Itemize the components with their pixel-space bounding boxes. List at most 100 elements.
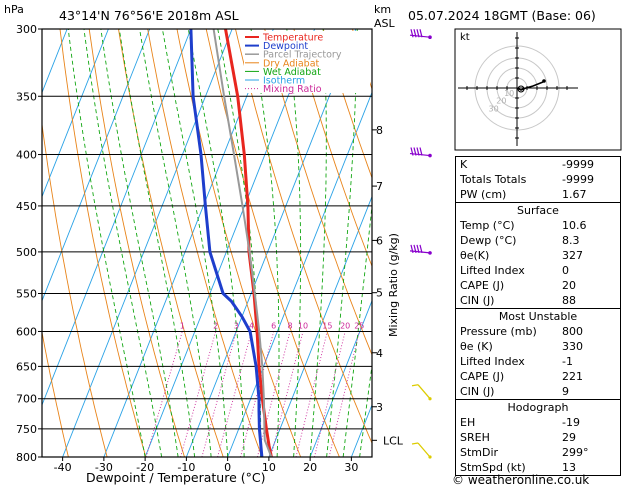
index-label: Lifted Index	[460, 264, 525, 277]
index-value: -19	[562, 416, 580, 429]
isotherm-line	[185, 29, 357, 457]
isotherm-line	[62, 29, 233, 457]
barb-flag	[410, 244, 414, 254]
index-value: 29	[562, 431, 576, 444]
storm-motion-marker	[517, 85, 525, 93]
index-value: -9999	[562, 173, 594, 186]
index-value: 9	[562, 385, 569, 398]
wind-barb-icon	[411, 442, 432, 459]
mixing-ratio-label: 15	[322, 321, 332, 330]
index-label: CIN (J)	[460, 385, 495, 398]
km-tick-label: 5	[376, 287, 383, 300]
barb-flag	[413, 147, 417, 156]
mixing-ratio-label: 4	[249, 321, 254, 330]
legend-label: Temperature	[262, 33, 323, 44]
km-tick-label: 3	[376, 401, 383, 414]
mixing-ratio-line	[145, 331, 183, 457]
wet-adiabat-line	[100, 29, 179, 457]
dry-adiabat-line	[42, 330, 69, 457]
barb-shaft	[409, 250, 431, 254]
dry-adiabat-line	[59, 29, 147, 457]
plot-frame	[41, 28, 373, 458]
y-tick-label: 450	[16, 200, 37, 213]
mixing-ratio-label: 20	[340, 321, 350, 330]
index-label: Lifted Index	[460, 355, 525, 368]
index-label: Temp (°C)	[460, 219, 515, 232]
index-value: 88	[562, 294, 576, 307]
y-tick-label: 750	[16, 423, 37, 436]
barb-flag	[411, 384, 419, 387]
mixing-ratio-line	[217, 331, 252, 457]
isotherm-line	[144, 29, 316, 457]
location-title: 43°14'N 76°56'E 2018m ASL	[59, 8, 239, 23]
index-label: StmDir	[460, 446, 499, 459]
index-value: 221	[562, 370, 583, 383]
index-label: StmSpd (kt)	[460, 461, 526, 474]
y-tick-label: 600	[16, 325, 37, 338]
x-tick-label: 0	[224, 461, 231, 474]
barb-flag	[410, 147, 414, 156]
index-label: CAPE (J)	[460, 370, 505, 383]
surface-section-title: Surface	[517, 204, 559, 217]
hodograph-trace	[516, 81, 544, 91]
isotherm-line	[227, 91, 372, 457]
index-label: SREH	[460, 431, 490, 444]
date-label: 05.07.2024 18GMT (Base: 06)	[408, 8, 596, 23]
index-value: -1	[562, 355, 573, 368]
index-label: Totals Totals	[460, 173, 527, 186]
km-label: km	[374, 3, 391, 16]
index-value: -9999	[562, 158, 594, 171]
x-tick-label: -10	[177, 461, 195, 474]
x-axis-title: Dewpoint / Temperature (°C)	[86, 470, 265, 485]
mixing-ratio-label: 1	[180, 321, 185, 330]
mixing-ratio-label: 25	[354, 321, 364, 330]
wind-barb-icon	[411, 384, 432, 401]
isotherm-line	[42, 29, 109, 198]
x-tick-label: -30	[95, 461, 113, 474]
x-tick-label: 30	[344, 461, 358, 474]
y-tick-label: 650	[16, 360, 37, 373]
wind-barb-icon	[409, 147, 432, 158]
wet-adiabat-line	[83, 29, 163, 457]
index-value: 800	[562, 325, 583, 338]
barb-flag	[416, 147, 420, 156]
legend-label: Dewpoint	[263, 41, 308, 52]
index-label: Dewp (°C)	[460, 234, 517, 247]
index-value: 0	[562, 264, 569, 277]
y-unit-label: hPa	[4, 3, 24, 16]
legend-box	[244, 31, 370, 93]
parcel-trajectory-series-line	[212, 29, 273, 457]
dry-adiabat-line	[293, 29, 372, 268]
hodograph-unit-label: kt	[460, 32, 470, 43]
x-tick-label: 10	[262, 461, 276, 474]
hodograph-ring-label: 20	[496, 97, 506, 106]
y-tick-label: 400	[16, 149, 37, 162]
index-label: θe(K)	[460, 249, 490, 262]
x-tick-label: -20	[136, 461, 154, 474]
index-label: CIN (J)	[460, 294, 495, 307]
legend-label: Isotherm	[263, 76, 305, 87]
dry-adiabat-line	[322, 29, 372, 180]
y2-axis-title: Mixing Ratio (g/kg)	[387, 233, 400, 337]
asl-label: ASL	[374, 17, 396, 30]
isotherm-line	[42, 29, 192, 407]
mixing-ratio-label: 3	[234, 321, 239, 330]
wet-adiabat-line	[67, 29, 146, 457]
index-label: PW (cm)	[460, 188, 507, 201]
index-label: K	[460, 158, 468, 171]
index-value: 327	[562, 249, 583, 262]
temperature-series-line	[224, 29, 273, 457]
isotherm-line	[103, 29, 274, 457]
isotherm-line	[42, 29, 151, 303]
index-value: 20	[562, 279, 576, 292]
barb-shaft	[417, 442, 431, 458]
hodograph-frame	[454, 28, 622, 151]
index-value: 299°	[562, 446, 589, 459]
barb-flag	[419, 29, 423, 38]
hodograph-ring-label: 30	[489, 104, 499, 113]
barb-shaft	[417, 384, 431, 400]
y-tick-label: 500	[16, 246, 37, 259]
barb-shaft	[409, 152, 431, 157]
